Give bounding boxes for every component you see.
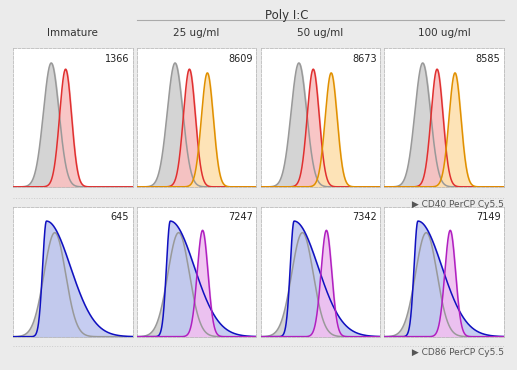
Text: Immature: Immature xyxy=(48,27,98,38)
Text: ▶ CD86 PerCP Cy5.5: ▶ CD86 PerCP Cy5.5 xyxy=(409,348,504,357)
Text: 25 ug/ml: 25 ug/ml xyxy=(173,27,220,38)
Text: 7342: 7342 xyxy=(352,212,377,222)
Text: 50 ug/ml: 50 ug/ml xyxy=(297,27,343,38)
Text: 1366: 1366 xyxy=(104,54,129,64)
Text: 7247: 7247 xyxy=(228,212,253,222)
Text: ▶ CD40 PerCP Cy5.5: ▶ CD40 PerCP Cy5.5 xyxy=(409,200,504,209)
Text: 8673: 8673 xyxy=(352,54,377,64)
Text: Poly I:C: Poly I:C xyxy=(265,9,309,22)
Text: 8609: 8609 xyxy=(229,54,253,64)
Text: 8585: 8585 xyxy=(476,54,500,64)
Text: 100 ug/ml: 100 ug/ml xyxy=(418,27,470,38)
Text: 7149: 7149 xyxy=(476,212,500,222)
Text: 645: 645 xyxy=(111,212,129,222)
